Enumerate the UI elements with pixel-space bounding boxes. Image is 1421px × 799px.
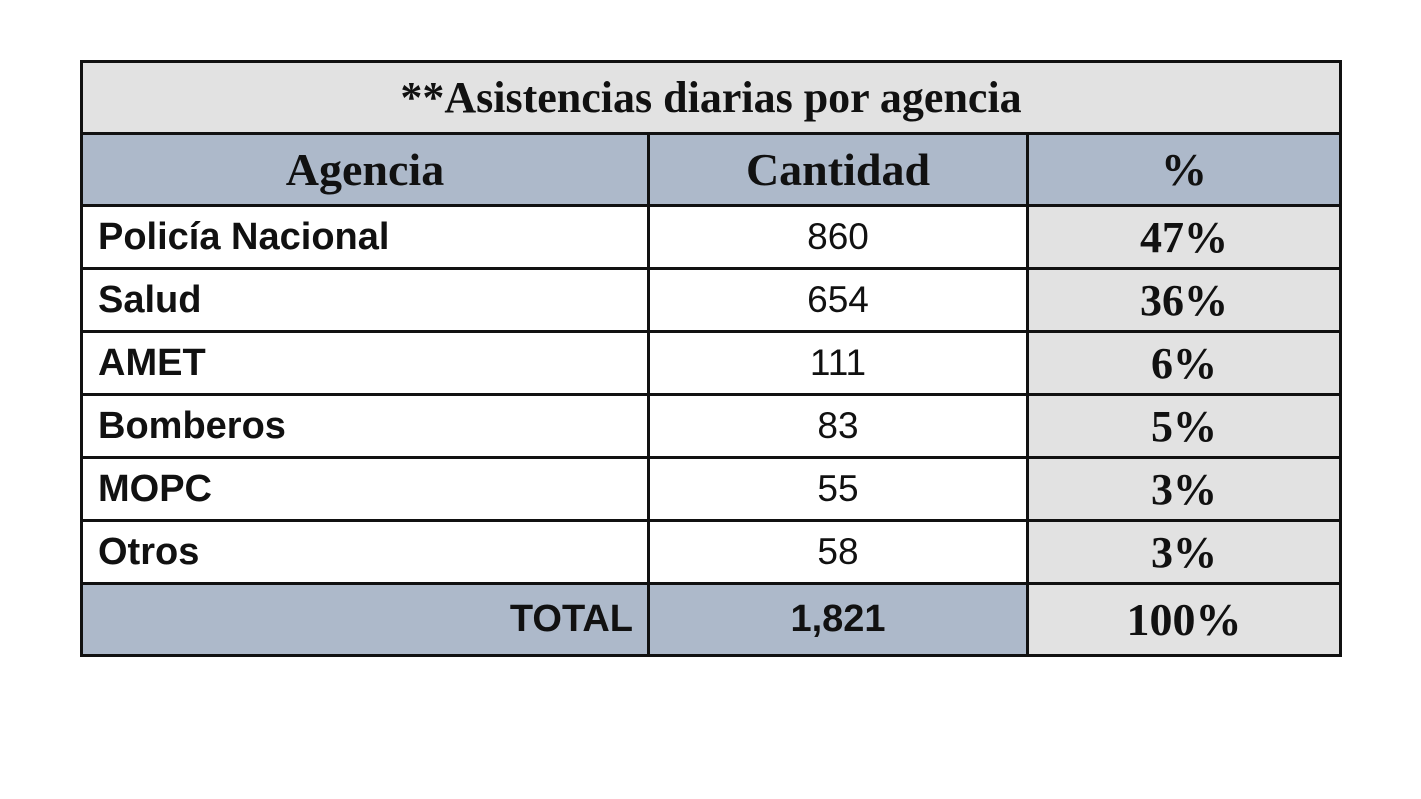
agency-attendance-table: **Asistencias diarias por agencia Agenci…	[79, 60, 1343, 657]
agency-name: AMET	[80, 330, 650, 396]
agency-name: Policía Nacional	[80, 204, 650, 270]
agency-percent: 36%	[1025, 267, 1343, 333]
agency-quantity: 58	[647, 519, 1029, 585]
agency-quantity: 860	[647, 204, 1029, 270]
agency-percent: 5%	[1025, 393, 1343, 459]
total-percent: 100%	[1025, 582, 1343, 657]
header-row: Agencia Cantidad %	[80, 132, 1343, 207]
table-row: Bomberos 83 5%	[80, 393, 1343, 459]
title-row: **Asistencias diarias por agencia	[79, 60, 1343, 135]
agency-quantity: 111	[647, 330, 1029, 396]
agency-percent: 3%	[1025, 519, 1343, 585]
total-label: TOTAL	[80, 582, 650, 657]
header-agency: Agencia	[80, 132, 650, 207]
table-row: MOPC 55 3%	[80, 456, 1343, 522]
agency-name: Otros	[80, 519, 650, 585]
agency-quantity: 654	[647, 267, 1029, 333]
agency-name: Bomberos	[80, 393, 650, 459]
agency-name: Salud	[80, 267, 650, 333]
agency-percent: 3%	[1025, 456, 1343, 522]
agency-percent: 47%	[1025, 204, 1343, 270]
table-row: Salud 654 36%	[80, 267, 1343, 333]
agency-quantity: 83	[647, 393, 1029, 459]
table-row: AMET 111 6%	[80, 330, 1343, 396]
header-percent: %	[1025, 132, 1343, 207]
agency-quantity: 55	[647, 456, 1029, 522]
table-row: Policía Nacional 860 47%	[80, 204, 1343, 270]
agency-percent: 6%	[1025, 330, 1343, 396]
table-title: **Asistencias diarias por agencia	[79, 60, 1343, 135]
table-row: Otros 58 3%	[80, 519, 1343, 585]
total-row: TOTAL 1,821 100%	[80, 582, 1343, 657]
total-quantity: 1,821	[647, 582, 1029, 657]
agency-name: MOPC	[80, 456, 650, 522]
header-quantity: Cantidad	[647, 132, 1029, 207]
